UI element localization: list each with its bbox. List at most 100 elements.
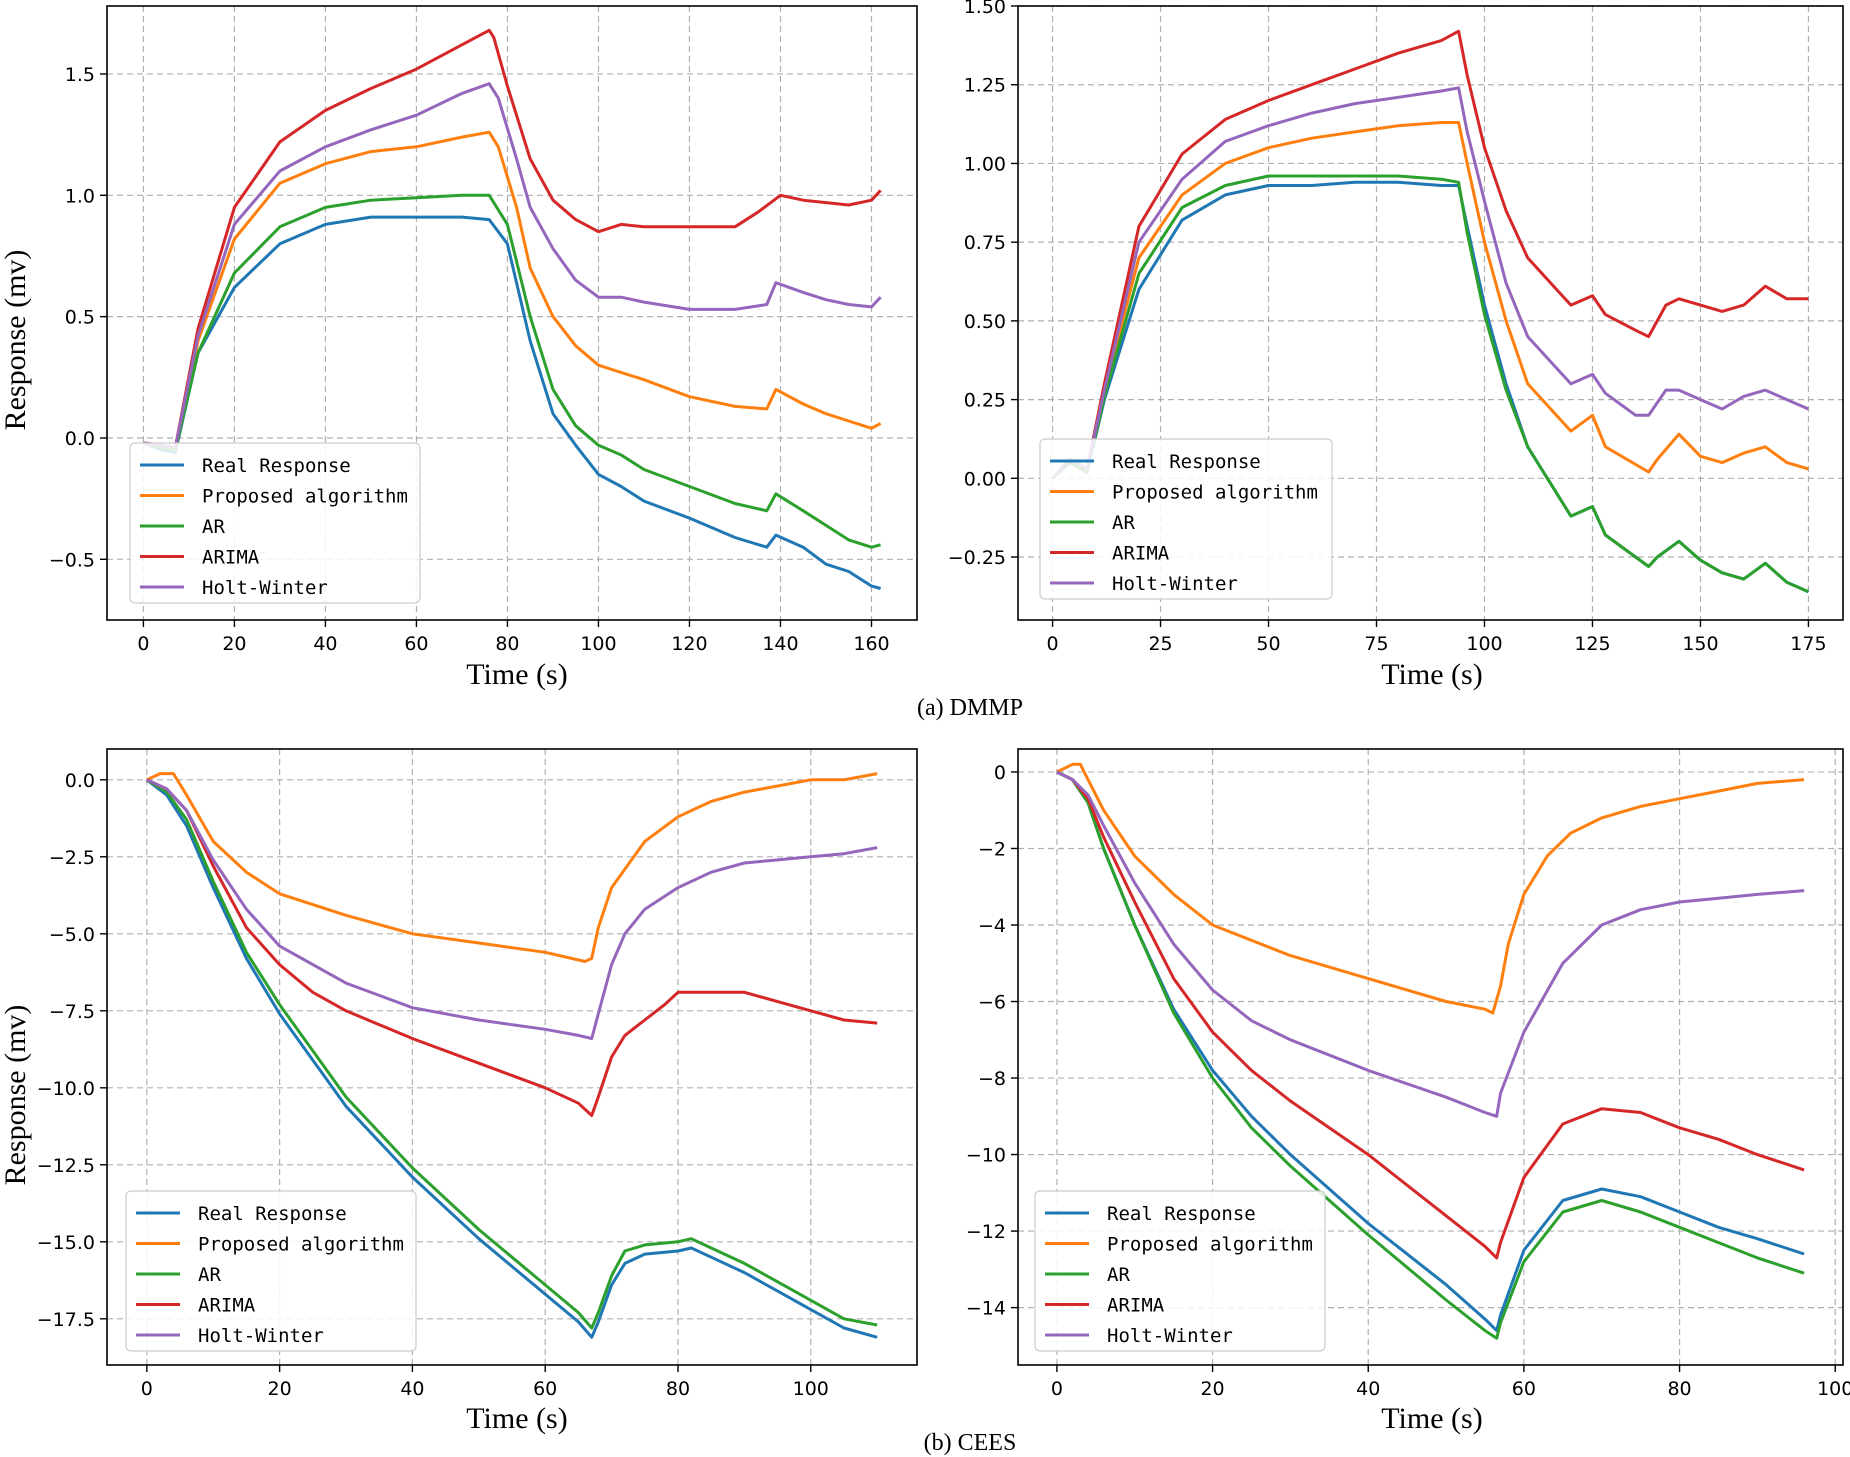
y-tick-label: 0.5 (65, 307, 95, 329)
plot-frame (106, 5, 918, 621)
y-tick-label: −8 (978, 1068, 1006, 1090)
x-tick-label: 60 (533, 1378, 557, 1400)
x-tick-label: 100 (580, 633, 616, 655)
series-line-proposed-algorithm (1056, 762, 1805, 1015)
legend: Real Response Proposed algorithm AR ARIMA Ho… (1039, 438, 1333, 600)
legend-box (129, 442, 421, 604)
y-tick-label: −4 (978, 915, 1006, 937)
x-tick-label: 60 (1512, 1378, 1536, 1400)
series-line-arima (143, 28, 882, 450)
legend-label: Holt-Winter (202, 577, 328, 599)
legend-label: Holt-Winter (198, 1325, 324, 1347)
y-tick-label: −2.5 (49, 847, 95, 869)
x-axis-label: Time (s) (466, 1402, 567, 1435)
legend-label: ARIMA (1112, 543, 1170, 565)
x-tick-label: 75 (1364, 633, 1388, 655)
x-tick-label: 100 (793, 1378, 829, 1400)
y-tick-label: −10.0 (37, 1078, 95, 1100)
y-tick-label: 0 (994, 762, 1006, 784)
legend-label: Holt-Winter (1112, 573, 1238, 595)
caption-cees: (b) CEES (924, 1430, 1017, 1456)
legend-label: Real Response (1107, 1203, 1256, 1225)
x-tick-label: 0 (141, 1378, 153, 1400)
x-axis-label: Time (s) (466, 658, 567, 691)
series-line-arima (1056, 770, 1805, 1260)
x-tick-label: 150 (1682, 633, 1718, 655)
legend-label: Real Response (198, 1203, 347, 1225)
legend-label: Proposed algorithm (202, 486, 408, 508)
legend-label: ARIMA (198, 1295, 256, 1317)
y-tick-label: 1.00 (964, 153, 1006, 175)
y-tick-label: 0.25 (964, 390, 1006, 412)
series-line-holt-winter (1056, 770, 1805, 1118)
legend-label: Holt-Winter (1107, 1325, 1233, 1347)
x-tick-label: 0 (1047, 633, 1059, 655)
x-tick-label: 80 (1667, 1378, 1691, 1400)
x-tick-label: 0 (1051, 1378, 1063, 1400)
y-tick-label: 0.0 (65, 428, 95, 450)
series-line-proposed-algorithm (143, 130, 882, 450)
legend-label: Proposed algorithm (1107, 1234, 1313, 1256)
y-tick-label: −0.25 (948, 547, 1006, 569)
legend-label: ARIMA (202, 547, 260, 569)
y-tick-label: −12 (966, 1221, 1006, 1243)
legend-label: AR (198, 1264, 221, 1286)
y-tick-label: 0.50 (964, 311, 1006, 333)
legend: Real Response Proposed algorithm AR ARIMA Ho… (129, 442, 421, 604)
x-tick-label: 20 (268, 1378, 292, 1400)
x-tick-label: 80 (666, 1378, 690, 1400)
series-line-real-response (145, 778, 878, 1339)
chart-panel-dmmp-left: Response (mv) Time (s) 0 20 40 60 80 100 120 14… (0, 5, 918, 691)
x-tick-label: 40 (400, 1378, 424, 1400)
y-tick-label: −2 (978, 838, 1006, 860)
plot-frame (1017, 5, 1844, 621)
x-axis-label: Time (s) (1381, 658, 1482, 691)
y-tick-label: 0.75 (964, 232, 1006, 254)
legend-label: Real Response (1112, 451, 1261, 473)
legend-label: Proposed algorithm (1112, 482, 1318, 504)
series-line-holt-winter (143, 82, 882, 450)
plot-frame (1017, 748, 1844, 1366)
y-tick-label: −6 (978, 992, 1006, 1014)
x-tick-label: 25 (1148, 633, 1172, 655)
y-tick-label: −10 (966, 1145, 1006, 1167)
chart-panel-cees-right: Time (s) 0 20 40 60 80 100 −14 −12 −10 −8 −6 −4 −2 0 R… (966, 748, 1850, 1435)
y-tick-label: −14 (966, 1298, 1006, 1320)
x-tick-label: 40 (1356, 1378, 1380, 1400)
legend: Real Response Proposed algorithm AR ARIMA Ho… (1034, 1190, 1326, 1352)
legend-label: AR (1107, 1264, 1130, 1286)
x-tick-label: 175 (1790, 633, 1826, 655)
legend: Real Response Proposed algorithm AR ARIMA Ho… (125, 1190, 417, 1352)
y-tick-label: 1.50 (964, 0, 1006, 18)
x-tick-label: 20 (1200, 1378, 1224, 1400)
x-tick-label: 100 (1466, 633, 1502, 655)
y-tick-label: 0.00 (964, 468, 1006, 490)
x-tick-label: 50 (1256, 633, 1280, 655)
x-tick-label: 125 (1574, 633, 1610, 655)
x-tick-label: 20 (222, 633, 246, 655)
y-tick-label: −17.5 (37, 1309, 95, 1331)
legend-box (1034, 1190, 1326, 1352)
series-line-ar (146, 778, 878, 1330)
x-tick-label: 40 (313, 633, 337, 655)
legend-label: AR (202, 516, 225, 538)
y-tick-label: −15.0 (37, 1232, 95, 1254)
legend-label: Real Response (202, 455, 351, 477)
series-line-ar (1051, 174, 1810, 594)
x-tick-label: 60 (404, 633, 428, 655)
x-tick-label: 160 (853, 633, 889, 655)
x-tick-label: 0 (137, 633, 149, 655)
y-tick-label: −7.5 (49, 1001, 95, 1023)
y-tick-label: 1.5 (65, 64, 95, 86)
y-axis-label: Response (mv) (0, 250, 32, 431)
y-tick-label: −5.0 (49, 924, 95, 946)
series-line-ar (143, 193, 881, 549)
x-tick-label: 80 (495, 633, 519, 655)
plot-frame (106, 748, 918, 1366)
legend-box (1039, 438, 1333, 600)
y-axis-label: Response (mv) (0, 1005, 32, 1186)
legend-label: AR (1112, 512, 1135, 534)
series-line-ar (1056, 770, 1805, 1340)
chart-panel-cees-left: Response (mv) Time (s) 0 20 40 60 80 100 −17.5… (0, 748, 918, 1435)
series-line-proposed-algorithm (146, 772, 878, 963)
